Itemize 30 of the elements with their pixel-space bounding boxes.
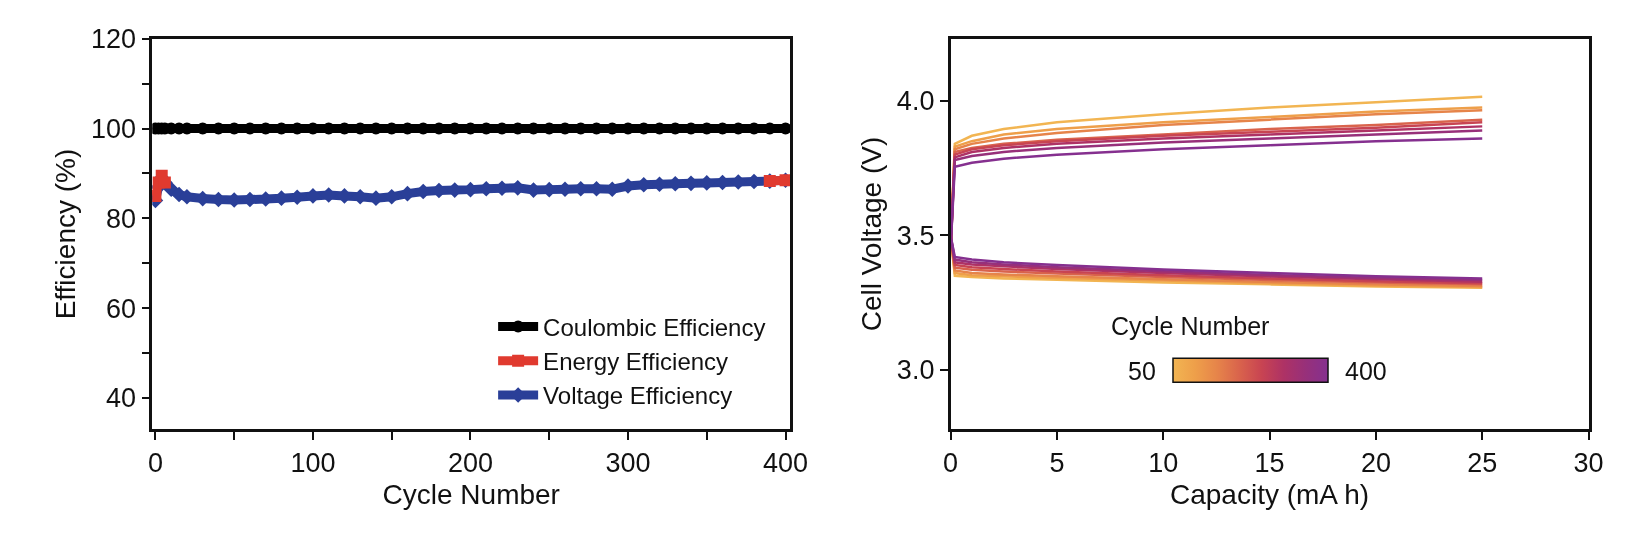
x-axis-title: Cycle Number	[382, 479, 560, 511]
y-tick-label: 40	[106, 383, 137, 414]
x-tick-label: 0	[943, 448, 959, 479]
y-tick-label: 3.5	[896, 220, 935, 251]
x-tick-label: 20	[1360, 448, 1391, 479]
x-tick-label: 15	[1254, 448, 1285, 479]
legend-label: Energy Efficiency	[543, 348, 729, 376]
annotation: Cycle Number	[1111, 312, 1270, 340]
x-tick-label: 100	[290, 448, 336, 479]
x-tick-label: 5	[1049, 448, 1065, 479]
y-axis-title: Cell Voltage (V)	[855, 136, 887, 332]
x-axis-title: Capacity (mA h)	[1169, 479, 1370, 511]
x-tick-label: 30	[1573, 448, 1604, 479]
y-axis-title: Efficiency (%)	[49, 148, 81, 320]
x-tick-label: 25	[1467, 448, 1498, 479]
legend-label: Coulombic Efficiency	[543, 313, 766, 341]
x-tick-label: 10	[1148, 448, 1179, 479]
x-tick-label: 200	[447, 448, 494, 479]
x-tick-label: 0	[147, 448, 163, 479]
annotation: 50	[1128, 357, 1156, 385]
x-tick-label: 300	[605, 448, 651, 479]
y-tick-label: 4.0	[896, 86, 935, 117]
y-tick-label: 80	[106, 203, 137, 234]
y-tick-label: 100	[91, 114, 137, 145]
y-tick-label: 3.0	[896, 355, 935, 386]
y-tick-label: 60	[106, 293, 137, 324]
legend-label: Voltage Efficiency	[543, 382, 733, 410]
x-tick-label: 400	[763, 448, 809, 479]
y-tick-label: 120	[91, 24, 137, 55]
annotation: 400	[1345, 357, 1387, 385]
